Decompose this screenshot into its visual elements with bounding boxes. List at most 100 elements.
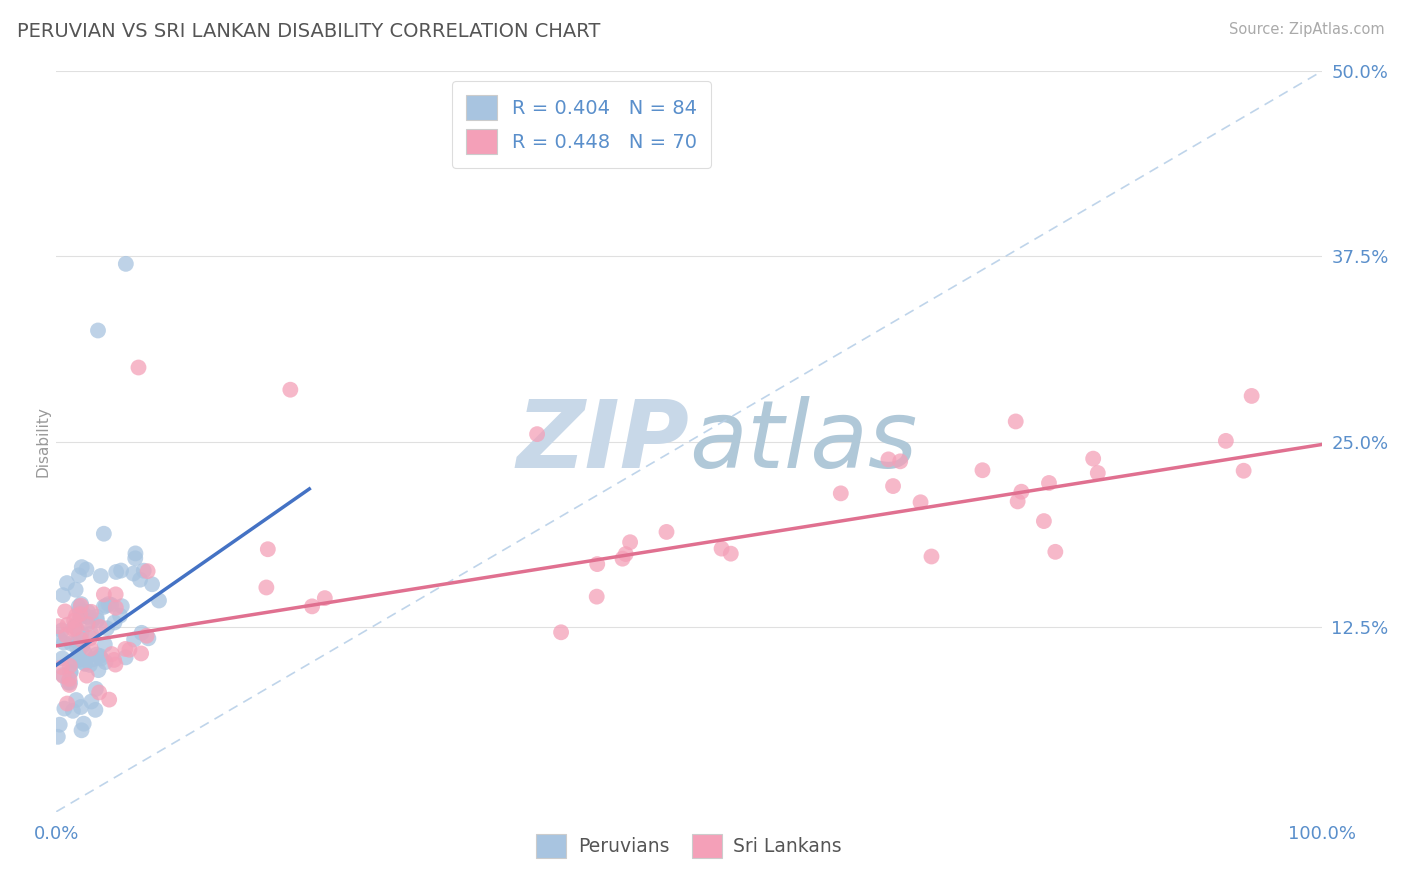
Point <box>76 668 98 682</box>
Point <box>550 625 572 640</box>
Point <box>135 629 157 643</box>
Point <box>65 608 87 623</box>
Point <box>94 638 117 652</box>
Point <box>51 624 73 638</box>
Point <box>301 599 323 614</box>
Point <box>254 581 277 595</box>
Point <box>66 635 89 649</box>
Point <box>65 582 87 597</box>
Point <box>53 635 76 649</box>
Text: Source: ZipAtlas.com: Source: ZipAtlas.com <box>1229 22 1385 37</box>
Point <box>93 599 115 614</box>
Point <box>72 639 94 653</box>
Point <box>114 650 136 665</box>
Point <box>101 647 124 661</box>
Point <box>69 652 91 666</box>
Point <box>90 569 112 583</box>
Point <box>58 678 80 692</box>
Point <box>86 648 108 662</box>
Point <box>56 697 79 711</box>
Point <box>108 608 131 623</box>
Point <box>105 565 128 579</box>
Point <box>73 656 96 670</box>
Point <box>63 654 86 668</box>
Point <box>131 625 153 640</box>
Point <box>97 597 120 611</box>
Point <box>65 621 87 635</box>
Point <box>56 617 79 632</box>
Point <box>98 692 121 706</box>
Point <box>1083 451 1105 466</box>
Point <box>122 566 145 581</box>
Point <box>56 675 79 690</box>
Point <box>104 657 127 672</box>
Point <box>84 681 107 696</box>
Point <box>80 614 103 628</box>
Point <box>124 546 146 560</box>
Point <box>59 665 82 679</box>
Point <box>1007 494 1029 508</box>
Point <box>67 648 90 662</box>
Point <box>51 660 73 674</box>
Point <box>55 628 77 642</box>
Point <box>132 564 155 578</box>
Point <box>256 542 278 557</box>
Point <box>882 479 904 493</box>
Point <box>73 716 96 731</box>
Point <box>129 573 152 587</box>
Point <box>877 452 900 467</box>
Point <box>619 535 641 549</box>
Point <box>830 486 852 500</box>
Point <box>94 655 117 669</box>
Point <box>122 632 145 647</box>
Point <box>94 599 117 613</box>
Point <box>63 614 86 628</box>
Point <box>70 625 93 640</box>
Point <box>127 360 149 375</box>
Point <box>100 598 122 612</box>
Point <box>79 641 101 656</box>
Point <box>70 632 93 647</box>
Point <box>80 605 103 619</box>
Point <box>69 610 91 624</box>
Point <box>62 622 84 636</box>
Point <box>73 657 96 671</box>
Point <box>720 547 742 561</box>
Point <box>136 564 159 578</box>
Point <box>1004 414 1026 428</box>
Point <box>1215 434 1237 448</box>
Point <box>63 619 86 633</box>
Point <box>51 651 73 665</box>
Point <box>48 631 70 645</box>
Point <box>1038 475 1060 490</box>
Legend: Peruvians, Sri Lankans: Peruvians, Sri Lankans <box>529 826 849 865</box>
Point <box>59 675 82 690</box>
Y-axis label: Disability: Disability <box>35 406 51 477</box>
Point <box>612 551 634 566</box>
Point <box>69 599 91 613</box>
Point <box>86 609 108 624</box>
Point <box>80 694 103 708</box>
Point <box>1087 466 1109 480</box>
Point <box>80 626 103 640</box>
Point <box>67 599 90 614</box>
Point <box>52 668 75 682</box>
Point <box>114 642 136 657</box>
Text: PERUVIAN VS SRI LANKAN DISABILITY CORRELATION CHART: PERUVIAN VS SRI LANKAN DISABILITY CORREL… <box>17 22 600 41</box>
Point <box>84 703 107 717</box>
Point <box>58 672 80 686</box>
Point <box>79 657 101 672</box>
Point <box>76 610 98 624</box>
Point <box>48 717 70 731</box>
Point <box>104 587 127 601</box>
Point <box>62 704 84 718</box>
Point <box>1032 514 1054 528</box>
Point <box>46 730 69 744</box>
Point <box>53 604 76 618</box>
Point <box>910 495 932 509</box>
Point <box>69 607 91 621</box>
Point <box>70 605 93 619</box>
Point <box>93 587 115 601</box>
Point <box>66 640 89 654</box>
Point <box>52 588 75 602</box>
